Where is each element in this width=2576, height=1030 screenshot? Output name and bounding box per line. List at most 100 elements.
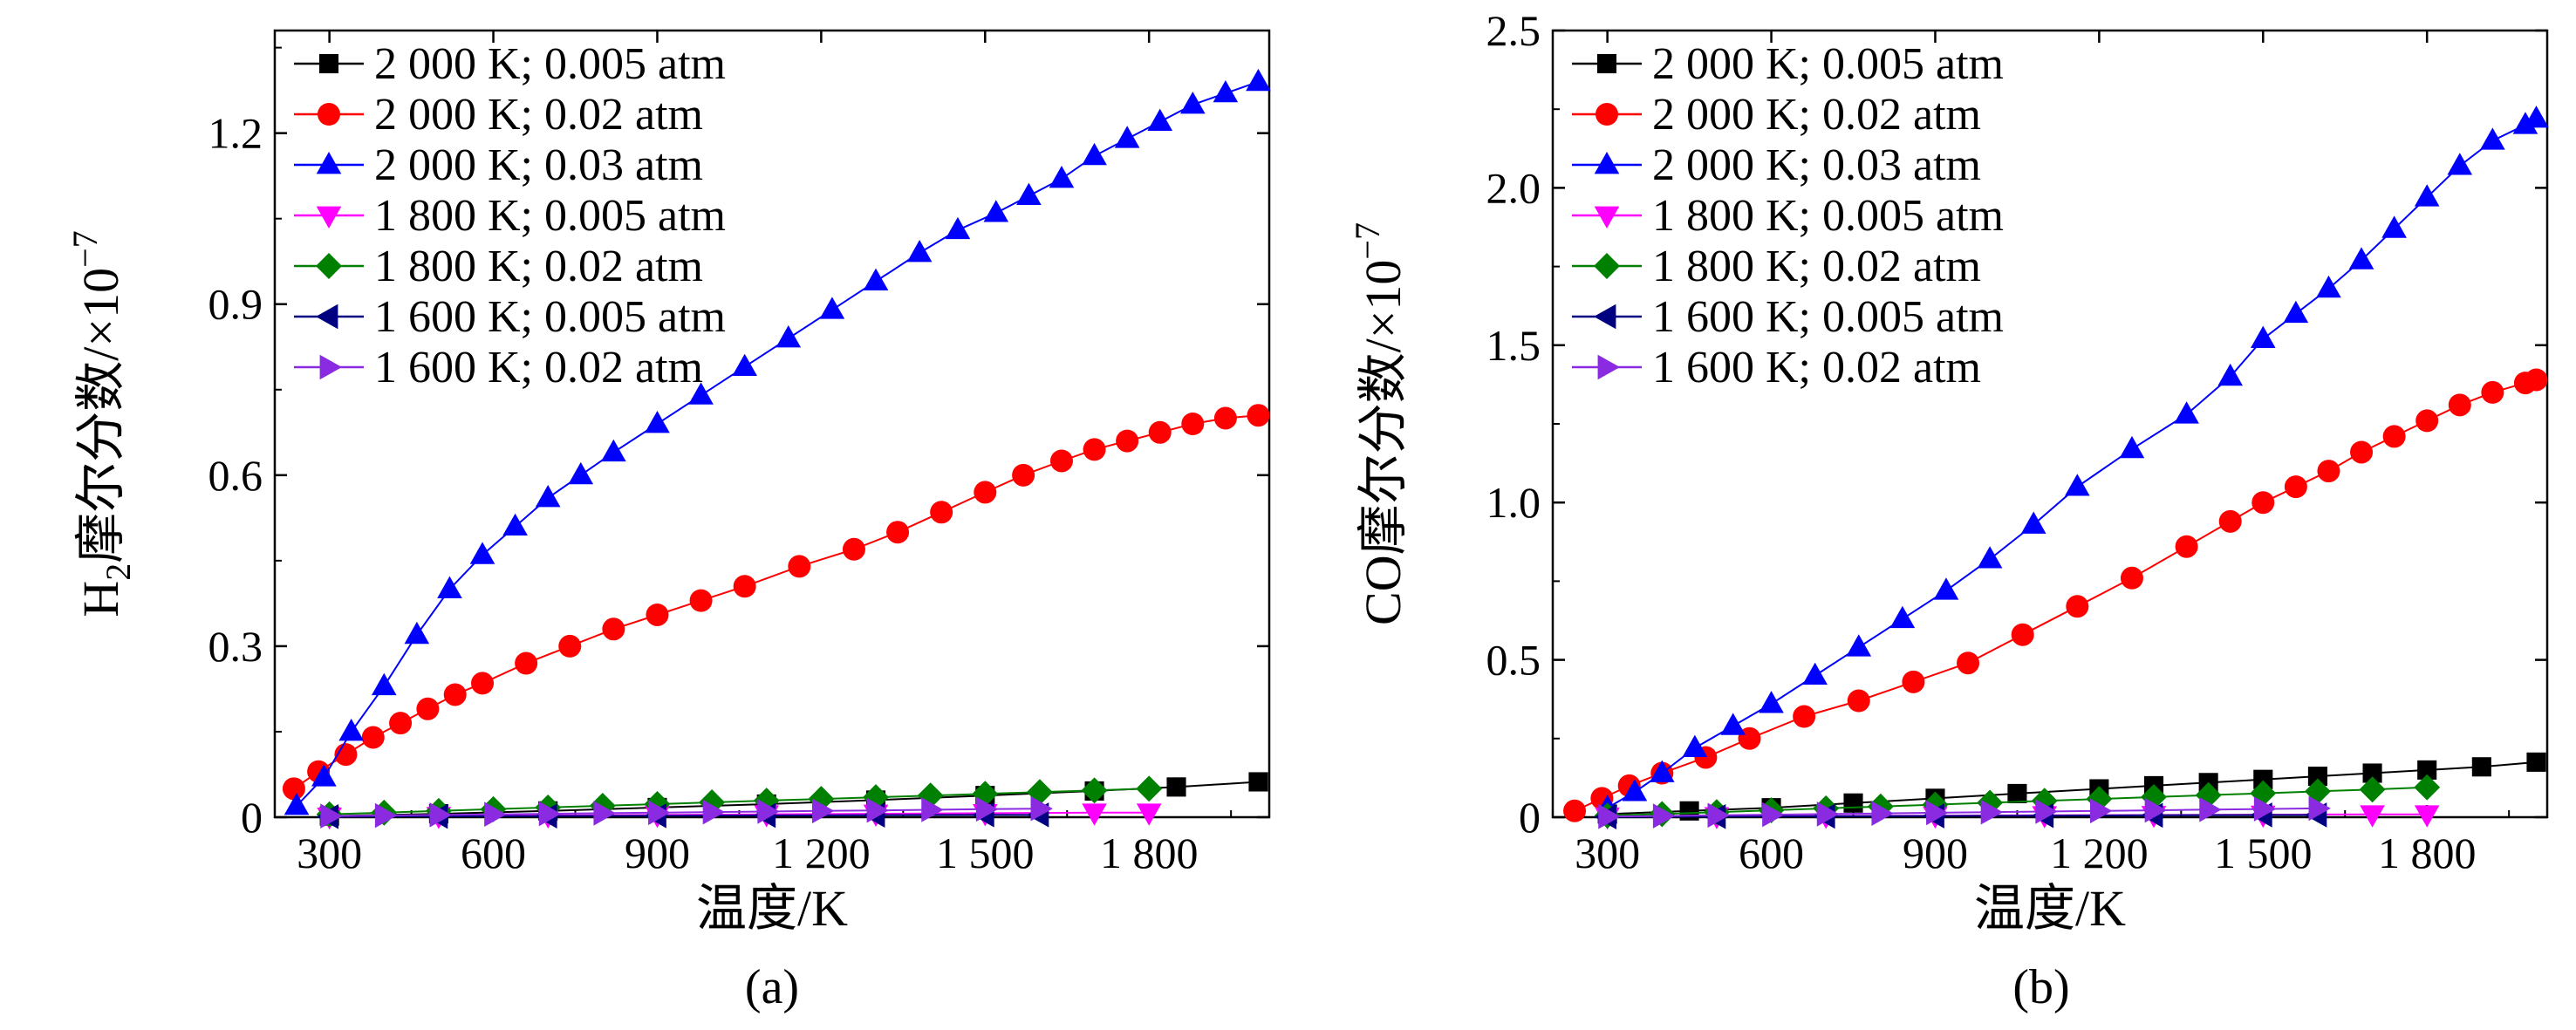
data-point — [282, 777, 305, 801]
data-point — [2447, 153, 2473, 175]
x-tick-label: 900 — [625, 829, 690, 877]
panel-caption: (b) — [2012, 960, 2069, 1014]
data-point — [374, 802, 398, 829]
data-point — [1083, 438, 1106, 461]
data-point — [1707, 802, 1730, 829]
data-point — [593, 801, 616, 826]
data-point — [1598, 803, 1621, 829]
data-point — [2350, 440, 2374, 464]
data-point — [2317, 460, 2340, 483]
data-point — [2253, 796, 2277, 822]
legend-label: 1 600 K; 0.02 atm — [1652, 343, 1981, 392]
data-point — [646, 603, 669, 626]
data-point — [2481, 380, 2504, 404]
legend-marker — [316, 253, 342, 279]
data-point — [1049, 449, 1073, 473]
data-point — [416, 697, 440, 720]
series-7 — [320, 795, 1053, 829]
data-point — [1759, 691, 1784, 713]
data-point — [974, 481, 997, 504]
data-point — [1213, 406, 1237, 430]
legend-label: 2 000 K; 0.03 atm — [374, 140, 703, 190]
y-axis-label: CO摩尔分数/×10−7 — [1348, 222, 1411, 625]
data-point — [1026, 779, 1053, 806]
data-point — [404, 621, 430, 645]
data-point — [602, 617, 625, 641]
data-point — [2066, 595, 2089, 618]
legend-label: 2 000 K; 0.03 atm — [1652, 140, 1981, 190]
data-point — [2471, 757, 2491, 777]
data-point — [757, 799, 780, 824]
chart-panel-a: 300 600 900 1 200 1 500 1 800 0 0.3 0.6 0.9 1.2 2 0… — [65, 29, 1271, 1014]
data-point — [1847, 689, 1870, 713]
panel-caption: (a) — [745, 960, 799, 1014]
y-tick-label: 0.9 — [208, 280, 263, 329]
data-point — [906, 239, 933, 263]
y-tick-label: 0.3 — [208, 622, 263, 671]
chart-panel-b: 300 600 900 1 200 1 500 1 800 0 0.5 1.0 1.5 2.0 2.5… — [1348, 6, 2549, 1014]
data-point — [1933, 577, 1959, 600]
legend-marker — [316, 304, 338, 330]
data-point — [1116, 429, 1139, 453]
data-point — [443, 683, 467, 706]
data-point — [1016, 182, 1042, 205]
data-point — [1247, 404, 1270, 427]
data-point — [2414, 774, 2441, 801]
series-7 — [1598, 795, 2331, 829]
data-point — [469, 542, 495, 564]
data-point — [1793, 705, 1816, 728]
x-axis-label: 温度/K — [696, 880, 848, 937]
data-point — [2414, 805, 2440, 828]
y-tick-label: 0.6 — [208, 451, 263, 500]
data-point — [1147, 108, 1173, 131]
data-point — [983, 200, 1009, 222]
data-point — [320, 803, 343, 829]
data-point — [1720, 713, 1746, 735]
data-point — [776, 325, 802, 348]
data-point — [2348, 247, 2374, 269]
legend-label: 1 800 K; 0.005 atm — [1652, 191, 2004, 241]
y-axis-label: H2摩尔分数/×10−7 — [65, 230, 138, 617]
legend-marker — [1594, 206, 1620, 229]
data-point — [2381, 215, 2407, 238]
data-point — [1977, 546, 2003, 569]
legend-label: 2 000 K; 0.02 atm — [1652, 90, 1981, 140]
x-tick-label: 600 — [1739, 829, 1804, 877]
data-point — [1081, 777, 1108, 804]
y-label-rest: 摩尔分数/×10 — [72, 268, 129, 563]
data-point — [1082, 142, 1107, 166]
data-point — [886, 521, 910, 544]
data-point — [1843, 793, 1863, 813]
data-point — [2065, 474, 2090, 496]
data-point — [2020, 511, 2046, 534]
legend-label: 1 800 K; 0.02 atm — [1652, 242, 1981, 291]
legend-label: 2 000 K; 0.02 atm — [374, 90, 703, 140]
data-point — [2283, 300, 2309, 324]
legend-marker — [1594, 152, 1620, 174]
x-tick-label: 900 — [1903, 829, 1968, 877]
y-tick-label: 0 — [1519, 793, 1541, 842]
data-point — [1030, 795, 1053, 822]
data-point — [2316, 275, 2341, 298]
data-point — [1180, 92, 1206, 114]
x-tick-label: 1 500 — [936, 829, 1035, 877]
data-point — [688, 382, 714, 405]
data-point — [2218, 509, 2242, 533]
data-point — [1148, 420, 1172, 444]
data-point — [1114, 126, 1140, 148]
legend-label: 2 000 K; 0.005 atm — [374, 39, 726, 89]
series-2 — [1563, 368, 2548, 822]
data-point — [975, 796, 999, 822]
y-tick-label: 1.0 — [1486, 478, 1541, 527]
y-tick-label: 1.2 — [208, 109, 263, 158]
data-point — [601, 439, 626, 462]
data-point — [2175, 535, 2198, 558]
data-point — [2011, 623, 2034, 646]
legend-marker — [1594, 304, 1616, 330]
data-point — [1082, 803, 1107, 826]
data-point — [1679, 801, 1699, 821]
data-point — [361, 726, 385, 749]
data-point — [645, 411, 670, 433]
